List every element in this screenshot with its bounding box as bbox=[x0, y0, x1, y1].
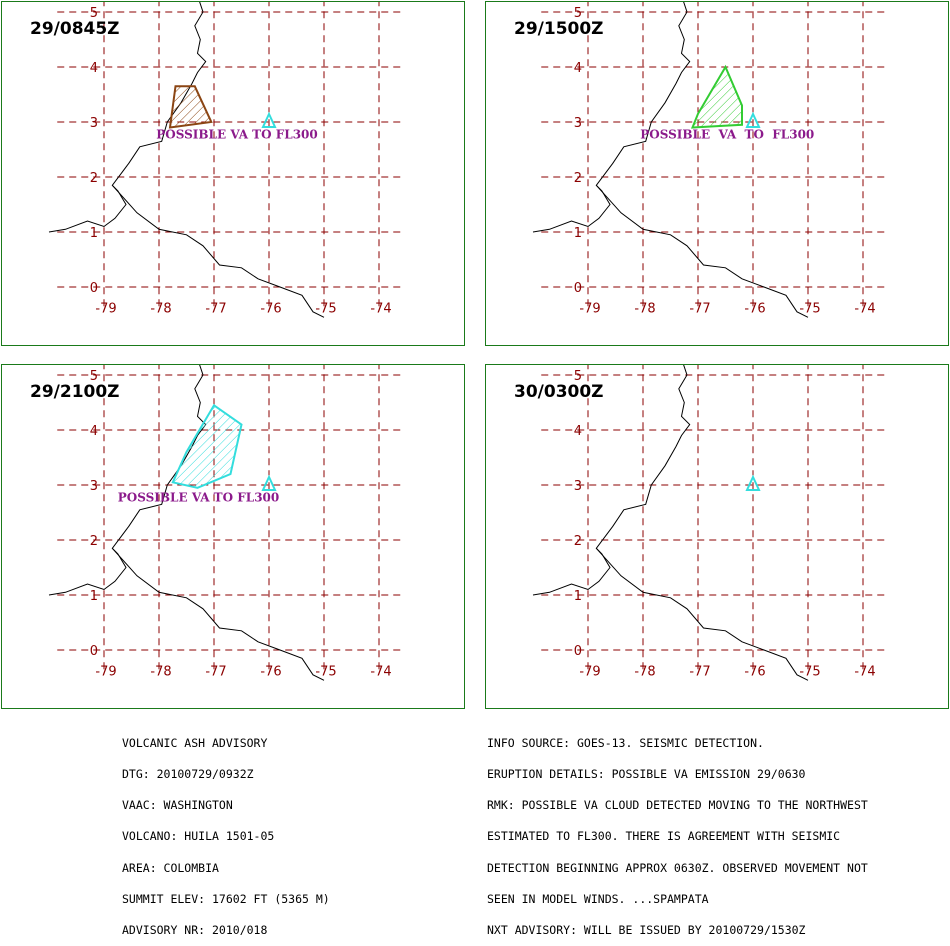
ash-cloud-polygon bbox=[171, 403, 243, 489]
footer-left-line: VAAC: WASHINGTON bbox=[122, 798, 233, 813]
x-tick-label: -76 bbox=[744, 301, 765, 316]
va-forecast-label: POSSIBLE VA TO FL300 bbox=[156, 128, 318, 142]
y-tick-label: 3 bbox=[90, 479, 98, 494]
y-tick-label: 2 bbox=[574, 534, 582, 549]
x-tick-label: -79 bbox=[579, 301, 600, 316]
va-forecast-label: POSSIBLE VA TO FL300 bbox=[118, 491, 280, 505]
x-tick-label: -76 bbox=[260, 301, 281, 316]
volcano-icon bbox=[745, 474, 761, 491]
y-tick-label: 3 bbox=[574, 479, 582, 494]
x-tick-label: -79 bbox=[95, 664, 116, 679]
y-tick-label: 2 bbox=[574, 171, 582, 186]
x-tick-label: -77 bbox=[689, 664, 710, 679]
y-tick-label: 1 bbox=[90, 589, 98, 604]
advisory-header-block: VOLCANIC ASH ADVISORY DTG: 20100729/0932… bbox=[122, 717, 330, 946]
footer-left-line: SUMMIT ELEV: 17602 FT (5365 M) bbox=[122, 891, 330, 906]
y-tick-label: 5 bbox=[90, 369, 98, 384]
y-tick-label: 4 bbox=[90, 424, 98, 439]
map-svg-4: -79 -78 -77 -76 -75 -74 0 1 2 3 4 5 bbox=[532, 365, 888, 681]
x-tick-label: -74 bbox=[370, 664, 391, 679]
map-svg-3: -79 -78 -77 -76 -75 -74 0 1 2 3 4 5 POSSIBLE VA TO F… bbox=[48, 365, 404, 681]
country-border bbox=[111, 184, 325, 318]
footer-left-line: DTG: 20100729/0932Z bbox=[122, 767, 254, 782]
map-panel-4: -79 -78 -77 -76 -75 -74 0 1 2 3 4 5 30/0300Z bbox=[485, 364, 949, 709]
panel-time-3: 29/2100Z bbox=[30, 382, 120, 402]
footer-right-line: ERUPTION DETAILS: POSSIBLE VA EMISSION 2… bbox=[487, 767, 806, 782]
footer-right-line: NXT ADVISORY: WILL BE ISSUED BY 20100729… bbox=[487, 923, 806, 938]
map-panel-1: -79 -78 -77 -76 -75 -74 0 1 2 3 4 5 POSSIBLE VA TO F… bbox=[1, 1, 465, 346]
x-tick-label: -75 bbox=[315, 301, 336, 316]
y-tick-label: 1 bbox=[574, 226, 582, 241]
y-tick-label: 2 bbox=[90, 171, 98, 186]
x-tick-label: -77 bbox=[205, 664, 226, 679]
x-tick-label: -78 bbox=[150, 301, 171, 316]
y-tick-label: 4 bbox=[574, 61, 582, 76]
x-tick-label: -79 bbox=[95, 301, 116, 316]
x-tick-label: -75 bbox=[315, 664, 336, 679]
coastline bbox=[532, 365, 691, 596]
x-tick-label: -76 bbox=[744, 664, 765, 679]
coastline bbox=[532, 2, 691, 233]
country-border bbox=[595, 184, 809, 318]
map-panel-2: -79 -78 -77 -76 -75 -74 0 1 2 3 4 5 POSSIBLE VA TO F… bbox=[485, 1, 949, 346]
y-tick-label: 0 bbox=[574, 281, 582, 296]
x-tick-label: -74 bbox=[370, 301, 391, 316]
va-forecast-label: POSSIBLE VA TO FL300 bbox=[640, 128, 814, 142]
footer-right-line: ESTIMATED TO FL300. THERE IS AGREEMENT W… bbox=[487, 829, 841, 844]
footer-right-line: SEEN IN MODEL WINDS. ...SPAMPATA bbox=[487, 891, 709, 906]
x-tick-label: -74 bbox=[854, 301, 875, 316]
footer-left-line: ADVISORY NR: 2010/018 bbox=[122, 923, 268, 938]
panel-time-2: 29/1500Z bbox=[514, 19, 604, 39]
volcano-icon bbox=[261, 474, 277, 491]
coastline bbox=[48, 2, 207, 233]
x-tick-label: -78 bbox=[634, 301, 655, 316]
y-tick-label: 4 bbox=[574, 424, 582, 439]
footer-right-line: DETECTION BEGINNING APPROX 0630Z. OBSERV… bbox=[487, 860, 868, 875]
y-tick-label: 1 bbox=[574, 589, 582, 604]
x-tick-label: -75 bbox=[799, 301, 820, 316]
footer-left-line: VOLCANIC ASH ADVISORY bbox=[122, 735, 268, 750]
footer-left-line: AREA: COLOMBIA bbox=[122, 860, 219, 875]
y-tick-label: 1 bbox=[90, 226, 98, 241]
volcano-icon bbox=[745, 111, 761, 128]
panel-time-4: 30/0300Z bbox=[514, 382, 604, 402]
country-border bbox=[595, 547, 809, 681]
y-tick-label: 2 bbox=[90, 534, 98, 549]
map-svg-1: -79 -78 -77 -76 -75 -74 0 1 2 3 4 5 POSSIBLE VA TO F… bbox=[48, 2, 404, 318]
y-tick-label: 3 bbox=[90, 116, 98, 131]
map-panel-3: -79 -78 -77 -76 -75 -74 0 1 2 3 4 5 POSSIBLE VA TO F… bbox=[1, 364, 465, 709]
y-tick-label: 0 bbox=[90, 644, 98, 659]
volcano-icon bbox=[261, 111, 277, 128]
country-border bbox=[111, 547, 325, 681]
y-tick-label: 5 bbox=[574, 6, 582, 21]
x-tick-label: -77 bbox=[689, 301, 710, 316]
x-tick-label: -78 bbox=[150, 664, 171, 679]
y-tick-label: 4 bbox=[90, 61, 98, 76]
x-tick-label: -78 bbox=[634, 664, 655, 679]
y-tick-label: 0 bbox=[574, 644, 582, 659]
coastline bbox=[48, 365, 207, 596]
footer-right-line: RMK: POSSIBLE VA CLOUD DETECTED MOVING T… bbox=[487, 798, 868, 813]
x-tick-label: -79 bbox=[579, 664, 600, 679]
x-tick-label: -76 bbox=[260, 664, 281, 679]
ash-cloud-polygon bbox=[168, 85, 213, 129]
ash-cloud-polygon bbox=[690, 64, 743, 129]
advisory-remarks-block: INFO SOURCE: GOES-13. SEISMIC DETECTION.… bbox=[487, 717, 868, 946]
y-tick-label: 5 bbox=[574, 369, 582, 384]
y-tick-label: 0 bbox=[90, 281, 98, 296]
x-tick-label: -75 bbox=[799, 664, 820, 679]
map-svg-2: -79 -78 -77 -76 -75 -74 0 1 2 3 4 5 POSSIBLE VA TO F… bbox=[532, 2, 888, 318]
footer-left-line: VOLCANO: HUILA 1501-05 bbox=[122, 829, 275, 844]
panel-time-1: 29/0845Z bbox=[30, 19, 120, 39]
y-tick-label: 3 bbox=[574, 116, 582, 131]
footer-right-line: INFO SOURCE: GOES-13. SEISMIC DETECTION. bbox=[487, 735, 764, 750]
x-tick-label: -77 bbox=[205, 301, 226, 316]
y-tick-label: 5 bbox=[90, 6, 98, 21]
x-tick-label: -74 bbox=[854, 664, 875, 679]
